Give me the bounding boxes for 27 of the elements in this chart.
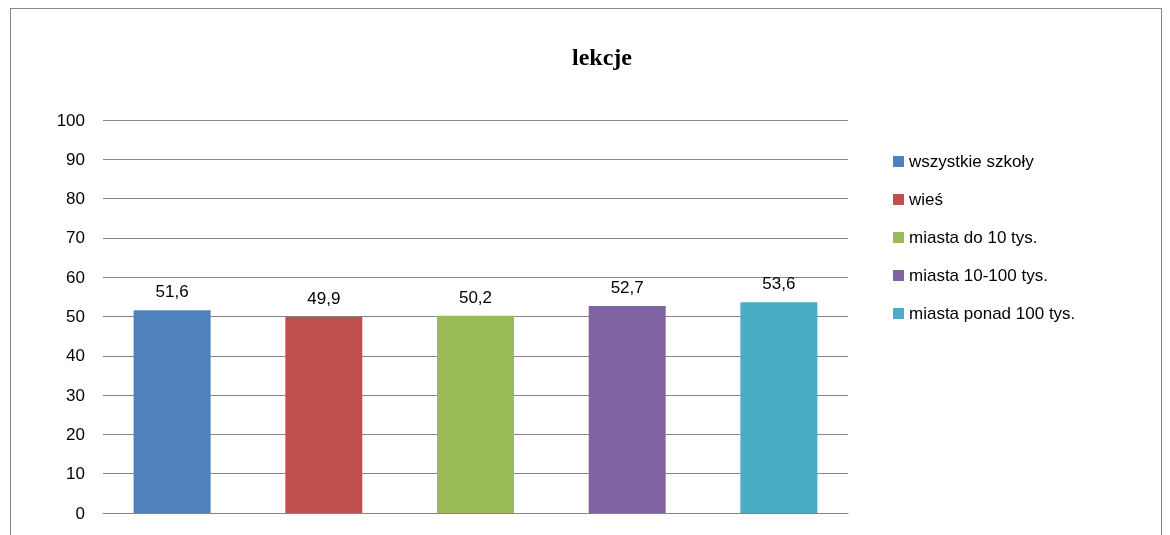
y-tick-label: 30 [66, 385, 85, 405]
data-label: 51,6 [155, 282, 189, 302]
y-tick-label: 100 [56, 110, 85, 130]
y-tick-label: 40 [66, 346, 85, 366]
bar [133, 310, 211, 513]
legend-label: miasta 10-100 tys. [909, 266, 1048, 285]
bar [437, 315, 514, 513]
data-label: 53,6 [762, 274, 796, 294]
data-label: 49,9 [307, 288, 341, 308]
legend-label: wszystkie szkoły [908, 152, 1035, 171]
bar [740, 302, 818, 513]
legend-label: wieś [908, 190, 944, 209]
y-tick-label: 20 [66, 424, 85, 444]
data-label: 50,2 [458, 287, 493, 307]
legend-label: miasta do 10 tys. [909, 228, 1038, 247]
legend-label: miasta ponad 100 tys. [909, 304, 1076, 323]
bar [588, 305, 666, 513]
y-tick-label: 80 [66, 189, 85, 209]
y-tick-label: 50 [66, 307, 85, 326]
chart-title: lekcje [572, 44, 633, 70]
bar [285, 316, 363, 513]
y-tick-label: 70 [66, 228, 85, 248]
y-tick-label: 0 [75, 503, 85, 523]
y-tick-label: 60 [66, 267, 85, 287]
y-tick-label: 90 [66, 149, 85, 169]
data-label: 52,7 [610, 277, 644, 297]
y-tick-label: 10 [66, 464, 85, 484]
